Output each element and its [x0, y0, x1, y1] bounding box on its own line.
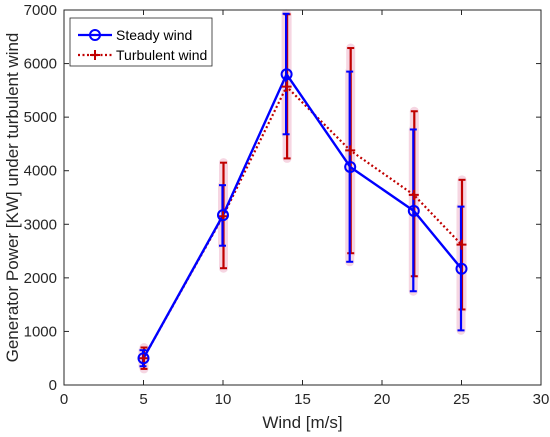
steady-wind-marker	[455, 262, 468, 275]
steady-wind-marker	[344, 160, 357, 173]
turbulent-wind-marker	[345, 145, 356, 156]
turbulent-wind-marker	[281, 81, 292, 92]
turbulent-wind-marker	[456, 239, 467, 250]
legend-swatch-turbulent-marker	[90, 50, 100, 60]
x-tick-label: 30	[533, 391, 550, 408]
y-tick-label: 0	[49, 377, 57, 394]
legend: Steady wind Turbulent wind	[69, 17, 213, 67]
legend-label-steady: Steady wind	[116, 27, 192, 43]
legend-label-turbulent: Turbulent wind	[116, 47, 207, 63]
y-tick-label: 6000	[24, 56, 57, 73]
x-axis-label: Wind [m/s]	[262, 413, 342, 432]
x-tick-label: 20	[374, 391, 391, 408]
y-axis-ticks: 0 1000 2000 3000 4000 5000 6000 7000	[24, 2, 541, 394]
series-lines-layer	[142, 73, 463, 359]
x-axis-ticks: 0 5 10 15 20 25 30	[60, 10, 550, 408]
x-tick-label: 0	[60, 391, 68, 408]
steady-wind-line	[142, 73, 463, 359]
steady-wind-marker	[280, 68, 293, 81]
series-markers-layer	[137, 68, 468, 365]
x-tick-label: 15	[294, 391, 311, 408]
x-tick-label: 5	[139, 391, 147, 408]
x-tick-label: 25	[453, 391, 470, 408]
y-tick-label: 2000	[24, 270, 57, 287]
y-tick-label: 3000	[24, 216, 57, 233]
y-tick-label: 7000	[24, 2, 57, 19]
y-tick-label: 1000	[24, 323, 57, 340]
steady-wind-marker	[407, 204, 420, 217]
turbulent-wind-marker	[408, 189, 419, 200]
legend-box	[69, 17, 213, 67]
legend-swatch-steady-marker	[89, 29, 101, 41]
steady-wind-marker	[137, 352, 150, 365]
y-tick-label: 5000	[24, 109, 57, 126]
steady-wind-marker	[217, 209, 229, 222]
y-axis-label: Generator Power [KW] under turbulent win…	[3, 33, 22, 363]
turbulent-wind-marker	[138, 353, 149, 364]
x-tick-label: 10	[215, 391, 232, 408]
y-tick-label: 4000	[24, 163, 57, 180]
